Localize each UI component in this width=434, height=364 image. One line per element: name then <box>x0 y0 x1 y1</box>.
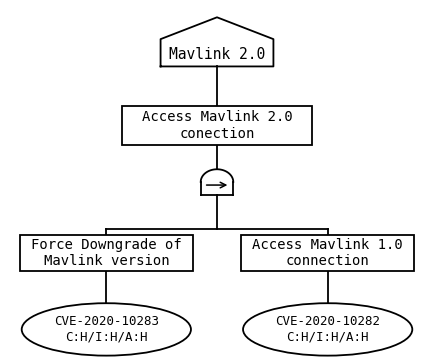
Bar <box>122 106 312 145</box>
Ellipse shape <box>22 303 191 356</box>
Text: Force Downgrade of
Mavlink version: Force Downgrade of Mavlink version <box>31 238 182 268</box>
Ellipse shape <box>243 303 412 356</box>
Text: CVE-2020-10282
C:H/I:H/A:H: CVE-2020-10282 C:H/I:H/A:H <box>275 316 380 343</box>
Text: Access Mavlink 2.0
conection: Access Mavlink 2.0 conection <box>141 111 293 141</box>
Bar <box>241 235 414 271</box>
Text: Mavlink 2.0: Mavlink 2.0 <box>169 47 265 62</box>
Bar <box>20 235 193 271</box>
Text: CVE-2020-10283
C:H/I:H/A:H: CVE-2020-10283 C:H/I:H/A:H <box>54 316 159 343</box>
Polygon shape <box>201 169 233 195</box>
Text: Access Mavlink 1.0
connection: Access Mavlink 1.0 connection <box>252 238 403 268</box>
